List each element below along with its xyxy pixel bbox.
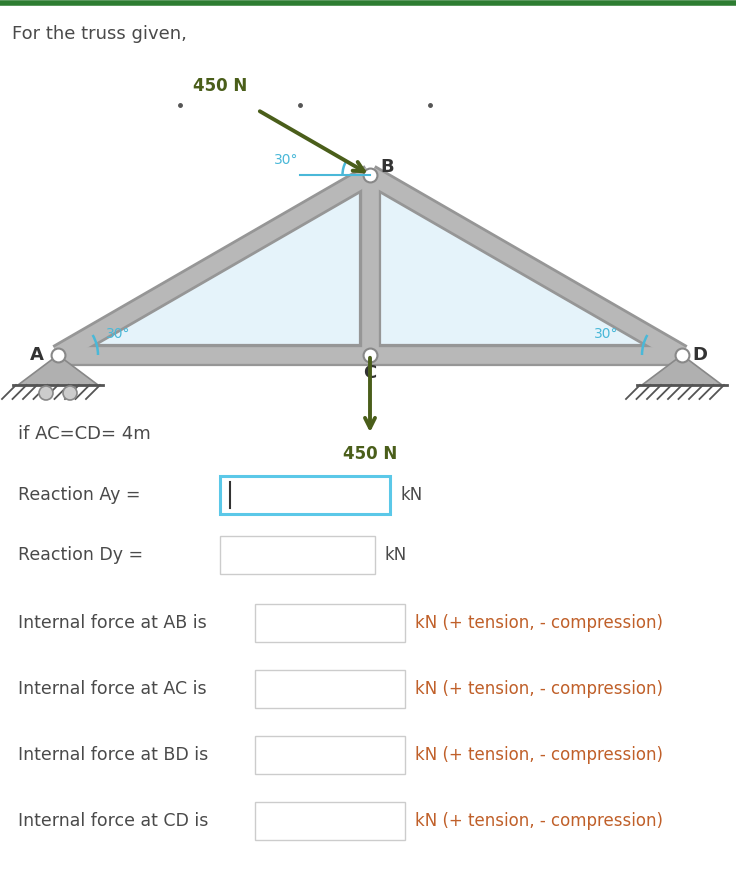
- FancyBboxPatch shape: [255, 670, 405, 708]
- Text: kN: kN: [385, 546, 407, 564]
- Text: Reaction Dy =: Reaction Dy =: [18, 546, 149, 564]
- Text: Internal force at CD is: Internal force at CD is: [18, 812, 208, 830]
- Circle shape: [39, 386, 53, 400]
- Text: D: D: [692, 346, 707, 364]
- Circle shape: [63, 386, 77, 400]
- Text: Reaction Ay =: Reaction Ay =: [18, 486, 146, 504]
- Polygon shape: [18, 355, 98, 385]
- FancyBboxPatch shape: [255, 802, 405, 840]
- Text: B: B: [380, 158, 394, 176]
- Text: C: C: [364, 364, 377, 382]
- Text: Internal force at BD is: Internal force at BD is: [18, 746, 208, 764]
- Text: 450 N: 450 N: [343, 445, 397, 463]
- FancyBboxPatch shape: [220, 476, 390, 514]
- Text: kN (+ tension, - compression): kN (+ tension, - compression): [415, 746, 663, 764]
- Text: 30°: 30°: [594, 327, 618, 341]
- Text: kN (+ tension, - compression): kN (+ tension, - compression): [415, 614, 663, 632]
- Text: Internal force at AB is: Internal force at AB is: [18, 614, 207, 632]
- Text: 30°: 30°: [106, 327, 130, 341]
- Text: Internal force at AC is: Internal force at AC is: [18, 680, 207, 698]
- Text: if AC=CD= 4m: if AC=CD= 4m: [18, 425, 151, 443]
- FancyBboxPatch shape: [255, 736, 405, 774]
- Text: 450 N: 450 N: [193, 77, 247, 95]
- Polygon shape: [58, 175, 370, 355]
- Text: 30°: 30°: [274, 153, 298, 167]
- Text: For the truss given,: For the truss given,: [12, 25, 187, 43]
- Polygon shape: [370, 175, 682, 355]
- FancyBboxPatch shape: [255, 604, 405, 642]
- FancyBboxPatch shape: [220, 536, 375, 574]
- Text: kN (+ tension, - compression): kN (+ tension, - compression): [415, 812, 663, 830]
- Text: kN (+ tension, - compression): kN (+ tension, - compression): [415, 680, 663, 698]
- Text: kN: kN: [400, 486, 422, 504]
- Polygon shape: [642, 355, 722, 385]
- Text: A: A: [30, 346, 44, 364]
